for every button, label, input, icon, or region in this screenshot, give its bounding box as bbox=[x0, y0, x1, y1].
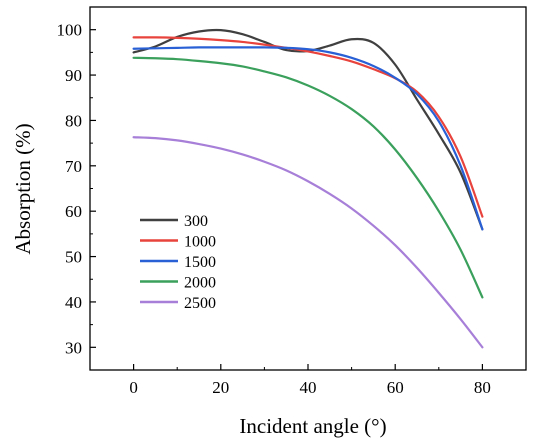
legend: 300 1000 1500 2000 2500 bbox=[140, 213, 216, 312]
x-tick-label: 20 bbox=[212, 378, 229, 397]
x-tick-label: 0 bbox=[129, 378, 138, 397]
y-tick-label: 90 bbox=[65, 66, 82, 85]
series-lines bbox=[132, 28, 484, 349]
y-tick-label: 80 bbox=[65, 111, 82, 130]
series-line-2500 bbox=[132, 136, 484, 349]
series-line-1500 bbox=[132, 46, 484, 231]
series-line-1000 bbox=[132, 36, 484, 218]
y-tick-label: 40 bbox=[65, 293, 82, 312]
legend-label-300: 300 bbox=[184, 213, 208, 230]
axis-ticks: 0 20 40 60 80 30 40 50 60 70 80 90 100 bbox=[57, 6, 527, 397]
x-tick-label: 60 bbox=[387, 378, 404, 397]
y-tick-label: 70 bbox=[65, 157, 82, 176]
y-tick-label: 30 bbox=[65, 338, 82, 357]
x-axis-title: Incident angle (°) bbox=[239, 414, 386, 438]
series-line-2000 bbox=[132, 56, 484, 299]
x-tick-label: 40 bbox=[300, 378, 317, 397]
y-tick-label: 50 bbox=[65, 248, 82, 267]
y-axis-title: Absorption (%) bbox=[11, 123, 35, 254]
y-tick-label: 60 bbox=[65, 202, 82, 221]
legend-label-1000: 1000 bbox=[184, 234, 216, 251]
y-tick-label: 100 bbox=[57, 21, 83, 40]
legend-label-1500: 1500 bbox=[184, 254, 216, 271]
x-tick-label: 80 bbox=[474, 378, 491, 397]
plot-frame bbox=[89, 6, 527, 371]
legend-label-2000: 2000 bbox=[184, 275, 216, 292]
legend-label-2500: 2500 bbox=[184, 295, 216, 312]
